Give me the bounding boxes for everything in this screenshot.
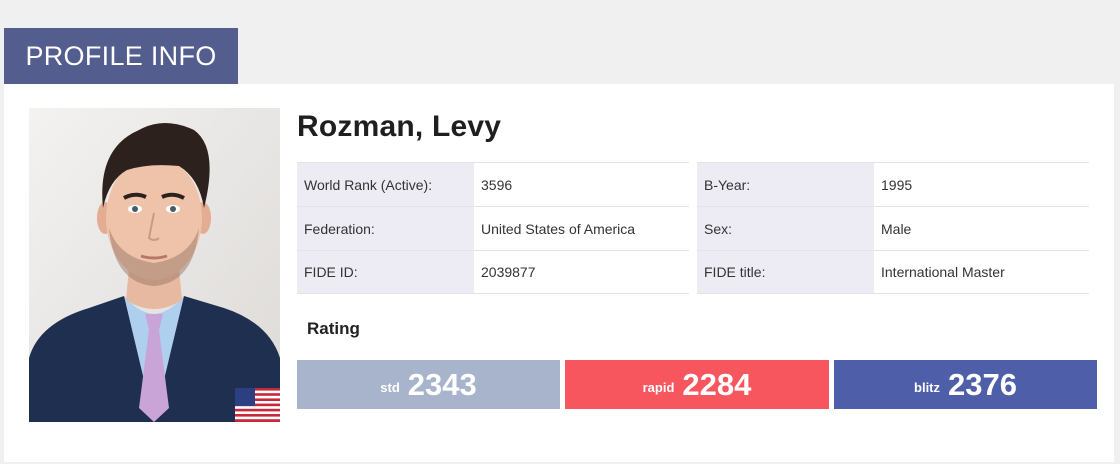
rating-rapid-value: 2284 [682, 366, 752, 402]
rating-std-label: std [380, 380, 400, 395]
info-label: FIDE title: [697, 251, 874, 293]
info-value: 2039877 [474, 251, 689, 293]
info-row-world-rank: World Rank (Active): 3596 [297, 162, 689, 206]
rating-std-value: 2343 [407, 366, 477, 402]
rating-title: Rating [307, 319, 360, 338]
rating-rapid-box[interactable]: rapid 2284 [565, 360, 829, 409]
info-value: International Master [874, 251, 1089, 293]
info-label: World Rank (Active): [297, 163, 474, 206]
player-name: Rozman, Levy [297, 110, 502, 143]
info-row-fide-id: FIDE ID: 2039877 [297, 250, 689, 294]
info-label: FIDE ID: [297, 251, 474, 293]
us-flag-icon [235, 388, 280, 422]
info-table-right: B-Year: 1995 Sex: Male FIDE title: Inter… [697, 162, 1089, 294]
profile-info-header: PROFILE INFO [4, 28, 238, 84]
info-row-sex: Sex: Male [697, 206, 1089, 250]
info-row-b-year: B-Year: 1995 [697, 162, 1089, 206]
rating-blitz-box[interactable]: blitz 2376 [834, 360, 1097, 409]
profile-card: Rozman, Levy World Rank (Active): 3596 F… [4, 84, 1114, 462]
info-value: 3596 [474, 163, 689, 206]
info-value: United States of America [474, 207, 689, 250]
info-label: Federation: [297, 207, 474, 250]
rating-std-box[interactable]: std 2343 [297, 360, 560, 409]
info-value: Male [874, 207, 1089, 250]
info-label: Sex: [697, 207, 874, 250]
info-label: B-Year: [697, 163, 874, 206]
info-value: 1995 [874, 163, 1089, 206]
player-photo [29, 108, 280, 422]
rating-blitz-label: blitz [914, 380, 941, 395]
rating-blitz-value: 2376 [948, 366, 1017, 402]
info-row-fide-title: FIDE title: International Master [697, 250, 1089, 294]
info-table-left: World Rank (Active): 3596 Federation: Un… [297, 162, 689, 294]
info-row-federation: Federation: United States of America [297, 206, 689, 250]
rating-rapid-label: rapid [642, 380, 675, 395]
